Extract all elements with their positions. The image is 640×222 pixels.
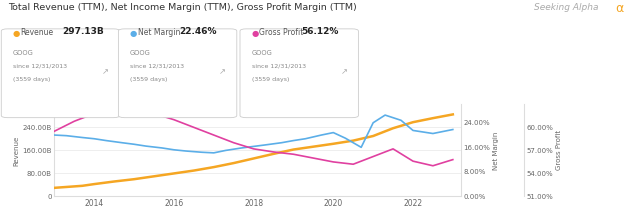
Text: GOOG: GOOG [252, 50, 272, 56]
Text: ●: ● [13, 29, 20, 38]
Text: α: α [616, 2, 624, 15]
Text: Gross Profit: Gross Profit [259, 28, 303, 37]
Text: GOOG: GOOG [13, 50, 33, 56]
Text: since 12/31/2013: since 12/31/2013 [130, 63, 184, 68]
Text: (3559 days): (3559 days) [130, 77, 167, 82]
Text: ●: ● [130, 29, 137, 38]
Text: Net Margin: Net Margin [138, 28, 180, 37]
Y-axis label: Net Margin: Net Margin [493, 131, 499, 170]
Text: Revenue: Revenue [20, 28, 54, 37]
Text: ↗: ↗ [219, 67, 226, 77]
Y-axis label: Revenue: Revenue [13, 135, 19, 166]
Text: ●: ● [252, 29, 259, 38]
Text: ↗: ↗ [102, 67, 109, 77]
Text: (3559 days): (3559 days) [13, 77, 50, 82]
Text: 56.12%: 56.12% [301, 27, 338, 36]
Text: ↗: ↗ [340, 67, 348, 77]
Text: GOOG: GOOG [130, 50, 150, 56]
Text: since 12/31/2013: since 12/31/2013 [13, 63, 67, 68]
Text: 22.46%: 22.46% [179, 27, 217, 36]
Text: since 12/31/2013: since 12/31/2013 [252, 63, 306, 68]
Y-axis label: Gross Profit: Gross Profit [556, 130, 562, 170]
Text: 297.13B: 297.13B [62, 27, 104, 36]
Text: Total Revenue (TTM), Net Income Margin (TTM), Gross Profit Margin (TTM): Total Revenue (TTM), Net Income Margin (… [8, 3, 356, 12]
Text: (3559 days): (3559 days) [252, 77, 289, 82]
Text: Seeking Alpha: Seeking Alpha [534, 3, 599, 12]
